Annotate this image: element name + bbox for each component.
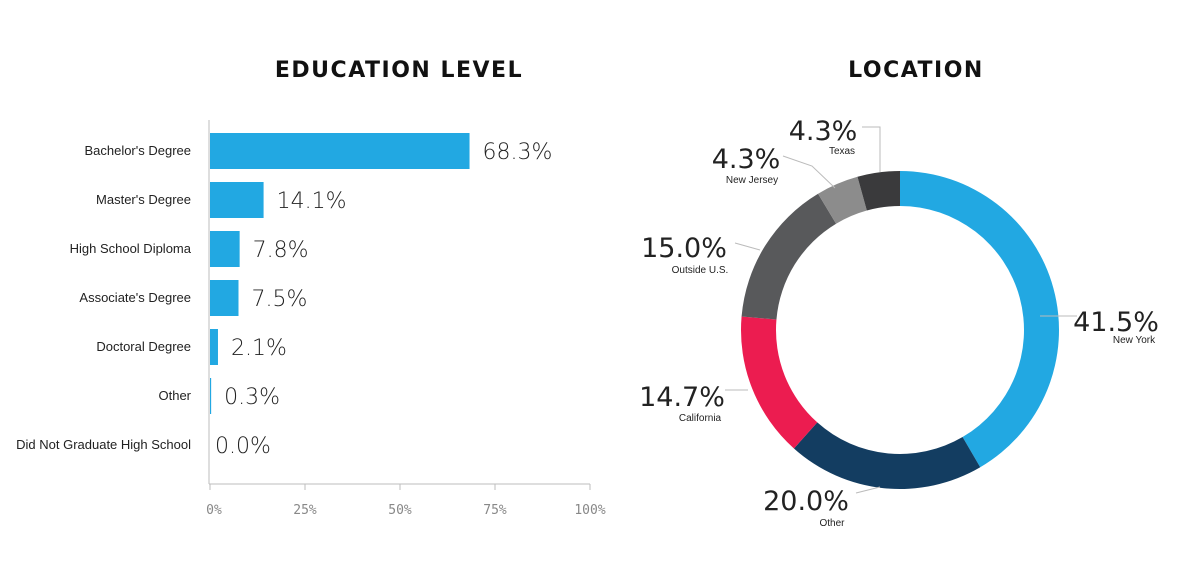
education-x-tick-label: 25% [293,503,317,518]
education-category-label: Doctoral Degree [96,339,191,354]
location-percent-label: 20.0% [763,486,849,517]
education-value-label: 0.0% [215,434,271,459]
education-x-ticks: 0% 25% 50% 75% 100% [206,484,606,518]
education-category-label: Bachelor's Degree [84,143,191,158]
location-slice [818,176,867,224]
education-category-label: Associate's Degree [79,290,191,305]
education-bars: Bachelor's Degree 68.3% Master's Degree 14.… [16,133,552,459]
education-bar [210,280,239,316]
location-chart: LOCATION 41.5%New York 20.0%Other 14.7%Cal… [639,58,1159,529]
location-name-label: New York [1113,335,1156,346]
location-leader-line [782,155,836,189]
location-name-label: Other [819,518,845,529]
education-chart-title: EDUCATION LEVEL [275,58,523,83]
location-name-label: Outside U.S. [672,265,729,276]
education-bar [210,182,264,218]
education-x-tick-label: 75% [483,503,507,518]
location-percent-label: 4.3% [712,144,781,175]
education-x-tick-label: 100% [574,503,605,518]
education-category-label: High School Diploma [70,241,192,256]
education-value-label: 2.1% [231,336,287,361]
location-slice [900,171,1059,468]
education-x-tick-label: 0% [206,503,222,518]
education-value-label: 14.1% [277,189,347,214]
education-bar [210,329,218,365]
education-value-label: 0.3% [224,385,280,410]
location-leader-line [734,242,761,251]
location-leader-line [855,486,881,494]
location-slice [741,193,837,320]
location-name-label: Texas [829,146,855,157]
location-leader-line [862,126,881,172]
education-level-chart: EDUCATION LEVEL 0% 25% 50% 75% 100% Bachelor… [16,58,606,518]
location-percent-label: 15.0% [641,233,727,264]
location-percent-label: 41.5% [1073,307,1159,338]
education-category-label: Did Not Graduate High School [16,437,191,452]
location-donut [741,171,1059,489]
location-slice [857,171,900,211]
location-name-label: California [679,413,722,424]
education-bar [210,133,470,169]
location-percent-label: 14.7% [639,382,725,413]
education-category-label: Other [158,388,191,403]
location-name-label: New Jersey [726,175,778,186]
education-value-label: 7.8% [253,238,309,263]
education-category-label: Master's Degree [96,192,191,207]
education-x-tick-label: 50% [388,503,412,518]
location-chart-title: LOCATION [848,58,984,83]
education-bar [210,378,212,414]
education-value-label: 68.3% [483,140,553,165]
location-labels: 41.5%New York 20.0%Other 14.7%California 15… [639,116,1159,529]
location-percent-label: 4.3% [789,116,858,147]
location-slice [741,316,818,449]
location-slice [793,422,981,489]
education-bar [210,231,240,267]
education-value-label: 7.5% [252,287,308,312]
